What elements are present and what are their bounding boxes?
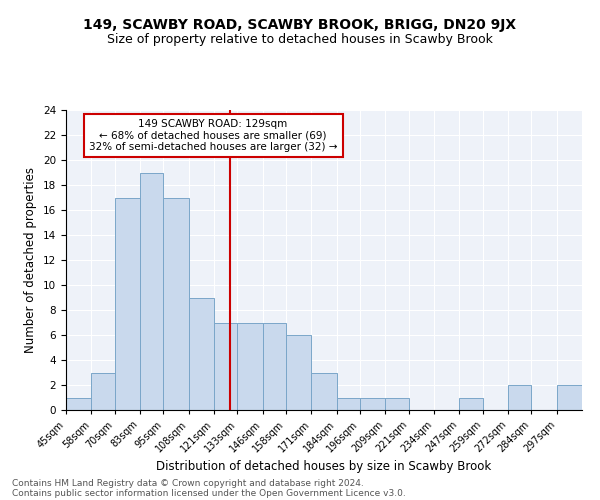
- Bar: [66, 398, 91, 410]
- Bar: [263, 322, 286, 410]
- Text: 149, SCAWBY ROAD, SCAWBY BROOK, BRIGG, DN20 9JX: 149, SCAWBY ROAD, SCAWBY BROOK, BRIGG, D…: [83, 18, 517, 32]
- Bar: [508, 385, 532, 410]
- Bar: [188, 298, 214, 410]
- Bar: [214, 322, 238, 410]
- Bar: [337, 398, 360, 410]
- Bar: [557, 385, 582, 410]
- Bar: [163, 198, 188, 410]
- X-axis label: Distribution of detached houses by size in Scawby Brook: Distribution of detached houses by size …: [157, 460, 491, 472]
- Text: Contains HM Land Registry data © Crown copyright and database right 2024.: Contains HM Land Registry data © Crown c…: [12, 478, 364, 488]
- Text: 149 SCAWBY ROAD: 129sqm
← 68% of detached houses are smaller (69)
32% of semi-de: 149 SCAWBY ROAD: 129sqm ← 68% of detache…: [89, 119, 337, 152]
- Bar: [460, 398, 482, 410]
- Bar: [115, 198, 140, 410]
- Y-axis label: Number of detached properties: Number of detached properties: [25, 167, 37, 353]
- Bar: [311, 372, 337, 410]
- Bar: [238, 322, 263, 410]
- Bar: [140, 172, 163, 410]
- Bar: [385, 398, 409, 410]
- Bar: [286, 335, 311, 410]
- Text: Size of property relative to detached houses in Scawby Brook: Size of property relative to detached ho…: [107, 32, 493, 46]
- Bar: [360, 398, 385, 410]
- Text: Contains public sector information licensed under the Open Government Licence v3: Contains public sector information licen…: [12, 488, 406, 498]
- Bar: [91, 372, 115, 410]
